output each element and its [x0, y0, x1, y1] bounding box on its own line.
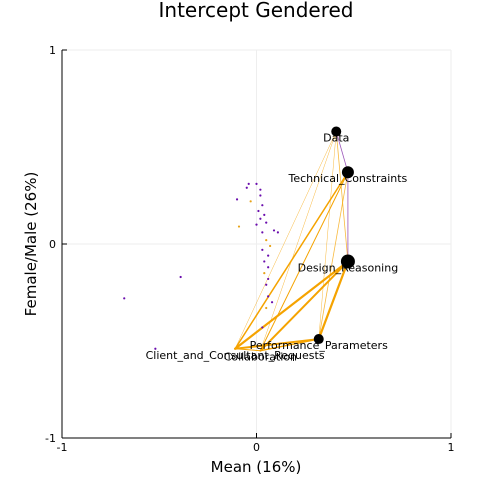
network-edge — [234, 131, 337, 350]
y-tick-label: 1 — [49, 44, 56, 57]
network-edge — [259, 260, 349, 352]
network-node — [313, 334, 324, 345]
x-tick-label: -1 — [57, 441, 68, 454]
node-label: Data — [323, 131, 349, 144]
scatter-point — [267, 254, 270, 257]
scatter-point — [261, 248, 264, 251]
network-edges — [234, 131, 350, 352]
scatter-point — [263, 272, 266, 275]
scatter-point — [265, 239, 268, 242]
network-edge — [335, 131, 349, 262]
network-edge — [234, 338, 320, 350]
scatter-point — [269, 244, 272, 248]
scatter-points — [123, 182, 279, 350]
node-label: Technical_Constraints — [288, 172, 408, 185]
network-node — [341, 166, 354, 179]
scatter-point — [276, 231, 279, 234]
y-tick-label: 0 — [49, 238, 56, 251]
grid-lines — [61, 49, 452, 439]
node-label: Collaboration — [224, 351, 297, 364]
scatter-point — [261, 204, 264, 207]
scatter-point — [261, 231, 264, 234]
scatter-point — [263, 213, 266, 216]
scatter-point — [259, 217, 262, 220]
network-edge — [335, 131, 349, 173]
network-nodes — [313, 126, 355, 345]
scatter-point — [247, 182, 250, 185]
scatter-point — [265, 283, 268, 286]
network-edge — [318, 171, 349, 340]
x-tick-label: 1 — [448, 441, 455, 454]
scatter-point — [265, 306, 268, 310]
scatter-point — [235, 198, 239, 201]
scatter-point — [257, 209, 260, 213]
network-edge — [317, 260, 350, 341]
network-edge — [234, 348, 261, 352]
network-edge — [318, 131, 337, 340]
scatter-point — [123, 297, 126, 300]
node-label: Design_Reasoning — [298, 261, 399, 274]
scatter-point — [267, 266, 270, 269]
network-edge — [260, 131, 337, 351]
scatter-point — [259, 194, 262, 197]
node-labels: Data Technical_Constraints Design_Reasonin… — [146, 131, 408, 363]
scatter-point — [255, 182, 258, 185]
scatter-point — [267, 277, 270, 281]
scatter-point — [259, 188, 262, 191]
y-tick-label: -1 — [45, 432, 56, 445]
node-label: Client_and_Consultant_Requests — [146, 349, 325, 362]
tick-labels: -1-1 0 0 1 1 — [45, 44, 454, 454]
x-tick-label: 0 — [253, 441, 260, 454]
scatter-point — [179, 275, 182, 279]
scatter-point — [237, 225, 241, 228]
scatter-point — [261, 326, 264, 329]
scatter-point — [154, 347, 157, 350]
chart-title: Intercept Gendered — [159, 0, 354, 22]
network-edge — [234, 171, 349, 350]
scatter-point — [270, 301, 274, 304]
node-label: Performance_Parameters — [250, 339, 388, 352]
scatter-point — [245, 186, 248, 189]
network-node — [340, 254, 355, 269]
scatter-point — [263, 260, 266, 263]
scatter-point — [249, 200, 252, 203]
x-axis-label: Mean (16%) — [211, 458, 302, 476]
network-edge — [234, 260, 350, 350]
scatter-point — [265, 221, 268, 224]
network-edge — [259, 171, 349, 352]
network-node — [331, 126, 342, 137]
scatter-point — [267, 295, 270, 298]
y-axis-label: Female/Male (26%) — [22, 172, 40, 317]
scatter-point — [255, 223, 258, 226]
axes — [61, 49, 452, 439]
scatter-point — [272, 229, 276, 232]
